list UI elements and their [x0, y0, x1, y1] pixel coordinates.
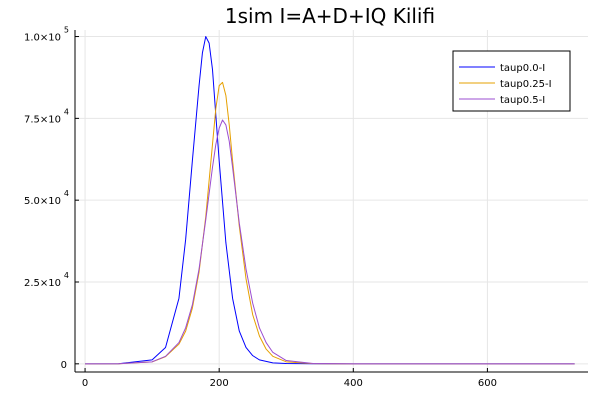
series-group: [85, 36, 575, 365]
x-tick-label: 600: [478, 378, 497, 389]
series-line-taup0.25-I: [85, 81, 575, 365]
y-tick-exponent: 4: [64, 189, 69, 198]
series-line-taup0.5-I: [85, 119, 575, 365]
y-tick-exponent: 4: [64, 271, 69, 280]
legend-label: taup0.0-I: [500, 63, 545, 74]
y-tick-mantissa: 0: [61, 360, 67, 371]
y-tick-exponent: 5: [64, 26, 69, 35]
y-tick-mantissa: 7.5×10: [24, 114, 61, 125]
y-tick-label: 47.5×10: [24, 107, 69, 125]
legend-box: [452, 50, 571, 112]
legend-label: taup0.5-I: [500, 95, 545, 106]
legend: taup0.0-I taup0.25-I taup0.5-I: [452, 50, 571, 112]
x-tick-label: 0: [82, 378, 88, 389]
y-tick-label: 51.0×10: [24, 26, 69, 44]
y-tick-label: 42.5×10: [24, 271, 69, 289]
y-tick-mantissa: 5.0×10: [24, 196, 61, 207]
series-line-taup0.0-I: [85, 36, 575, 365]
legend-label: taup0.25-I: [500, 79, 552, 90]
x-tick-label: 200: [210, 378, 229, 389]
y-tick-mantissa: 1.0×10: [24, 33, 61, 44]
y-tick-label: 45.0×10: [24, 189, 69, 207]
y-tick-label: 0: [61, 360, 67, 371]
y-tick-mantissa: 2.5×10: [24, 278, 61, 289]
x-tick-label: 400: [344, 378, 363, 389]
y-tick-exponent: 4: [64, 107, 69, 116]
chart-title: 1sim I=A+D+IQ Kilifi: [225, 4, 435, 28]
